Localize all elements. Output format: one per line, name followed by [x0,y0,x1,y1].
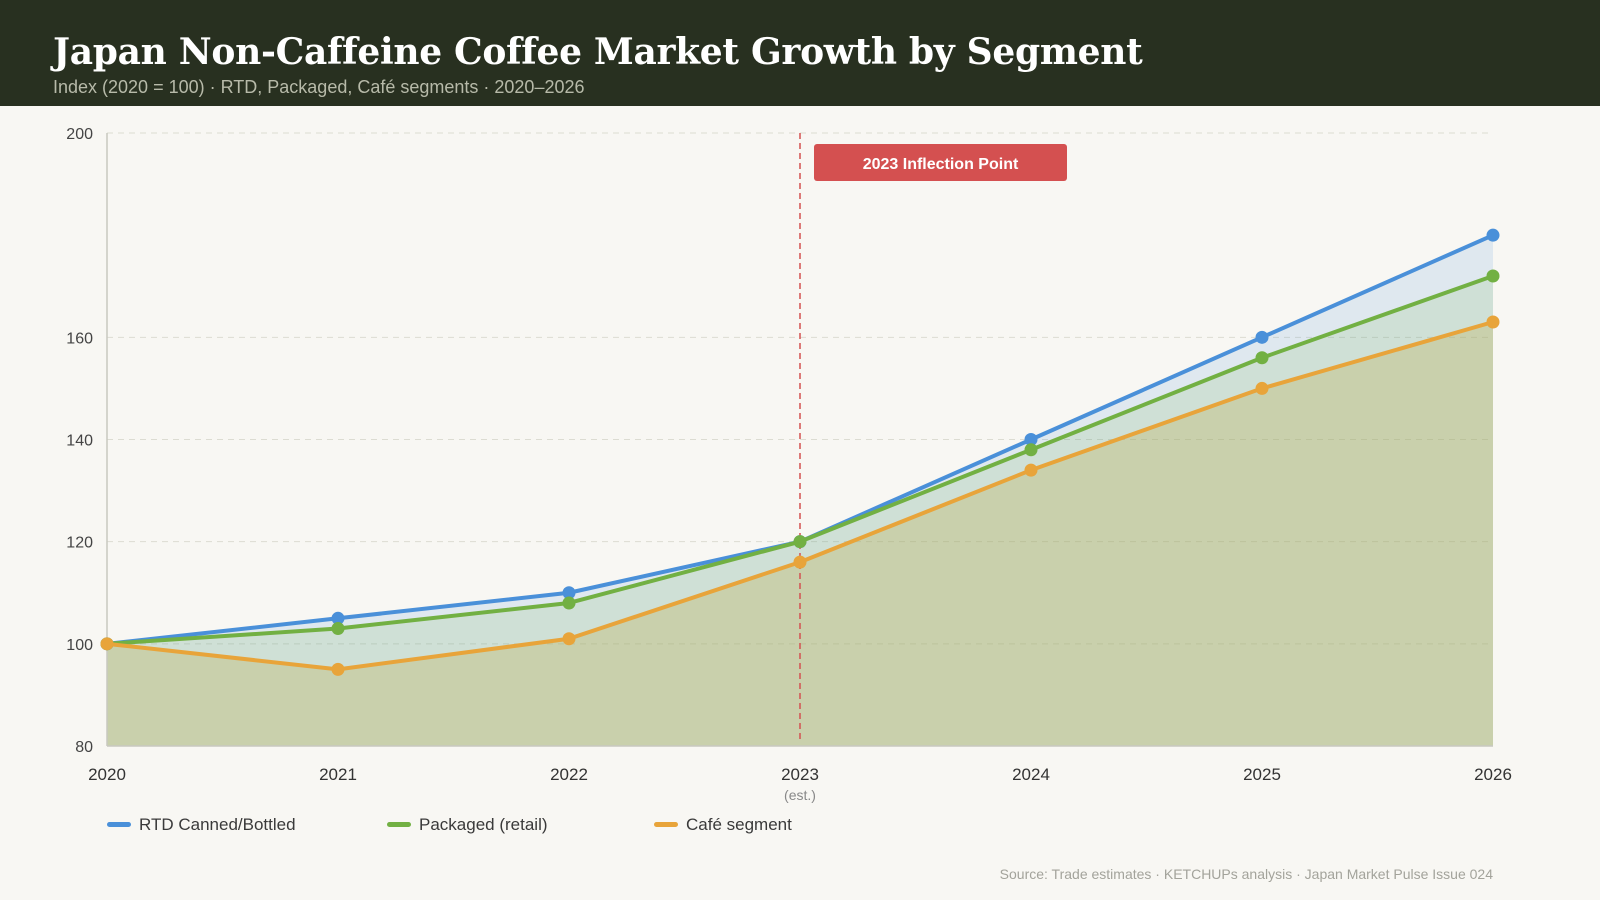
point-caf-segment-2026 [1486,315,1500,329]
point-packaged-retail--2026 [1486,269,1500,283]
y-tick-label-200: 200 [66,126,93,143]
x-tick-label-2026: 2026 [1474,765,1512,784]
legend-swatch-rtd [107,822,131,827]
point-rtd-canned-bottled-2021 [331,611,345,625]
x-tick-label-2025: 2025 [1243,765,1281,784]
point-packaged-retail--2025 [1255,351,1269,365]
area-rtd-canned-bottled [107,235,1493,746]
legend-label-cafe: Café segment [686,815,792,834]
x-tick-label-2023: 2023 [781,765,819,784]
y-tick-label-120: 120 [66,535,93,552]
x-tick-label-2021: 2021 [319,765,357,784]
y-tick-label-160: 160 [66,330,93,347]
inflection-badge [814,144,1067,181]
y-tick-label-80: 80 [75,739,93,756]
y-tick-label-140: 140 [66,433,93,450]
point-rtd-canned-bottled-2026 [1486,228,1500,242]
legend-swatch-packaged [387,822,411,827]
point-caf-segment-2022 [562,632,576,646]
point-caf-segment-2021 [331,662,345,676]
x-tick-label-2020: 2020 [88,765,126,784]
point-packaged-retail--2021 [331,622,345,636]
area-packaged-retail- [107,276,1493,746]
point-caf-segment-2025 [1255,381,1269,395]
inflection-label: 2023 Inflection Point [863,156,1019,173]
point-caf-segment-2020 [100,637,114,651]
point-rtd-canned-bottled-2022 [562,586,576,600]
x-tick-label-2022: 2022 [550,765,588,784]
point-caf-segment-2024 [1024,463,1038,477]
area-caf-segment [107,322,1493,746]
chart-subtitle: Index (2020 = 100) · RTD, Packaged, Café… [53,77,585,97]
point-rtd-canned-bottled-2025 [1255,330,1269,344]
point-packaged-retail--2024 [1024,443,1038,457]
legend-label-packaged: Packaged (retail) [419,815,548,834]
legend-swatch-cafe [654,822,678,827]
point-packaged-retail--2023 [793,535,807,549]
header-banner: Japan Non-Caffeine Coffee Market Growth … [0,0,1600,106]
point-caf-segment-2023 [793,555,807,569]
point-rtd-canned-bottled-2024 [1024,433,1038,446]
source-note: Source: Trade estimates · KETCHUPs analy… [999,866,1493,882]
chart-title: Japan Non-Caffeine Coffee Market Growth … [53,31,1143,73]
legend-label-rtd: RTD Canned/Bottled [139,815,296,834]
point-packaged-retail--2022 [562,596,576,610]
x-tick-label-2024: 2024 [1012,765,1050,784]
y-tick-label-100: 100 [66,637,93,654]
x-tick-sublabel-2023: (est.) [784,787,816,803]
